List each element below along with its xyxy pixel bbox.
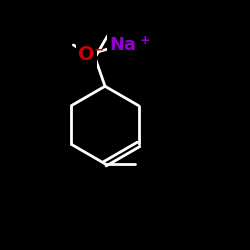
Text: Na: Na — [109, 36, 136, 54]
Text: −: − — [93, 44, 104, 57]
Text: +: + — [140, 34, 150, 46]
Text: O: O — [78, 46, 94, 64]
